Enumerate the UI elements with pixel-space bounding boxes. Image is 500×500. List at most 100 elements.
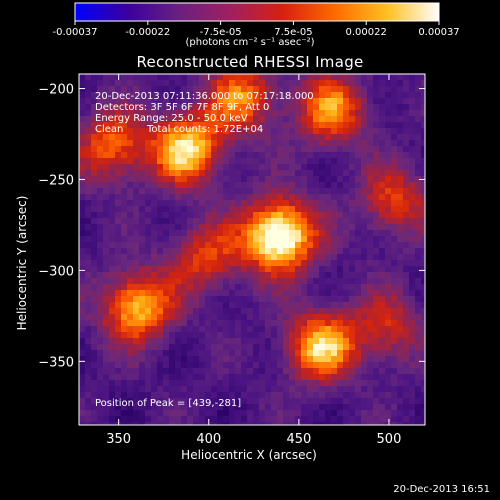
heatmap-cell (163, 248, 169, 254)
heatmap-cell (385, 350, 391, 356)
heatmap-cell (403, 224, 409, 230)
heatmap-cell (79, 416, 85, 422)
heatmap-cell (379, 380, 385, 386)
heatmap-cell (211, 194, 217, 200)
heatmap-cell (115, 146, 121, 152)
heatmap-cell (115, 296, 121, 302)
heatmap-cell (247, 422, 253, 425)
heatmap-cell (373, 224, 379, 230)
heatmap-cell (175, 290, 181, 296)
heatmap-cell (385, 194, 391, 200)
heatmap-cell (211, 206, 217, 212)
heatmap-cell (253, 224, 259, 230)
heatmap-cell (343, 290, 349, 296)
heatmap-cell (349, 356, 355, 362)
heatmap-cell (397, 422, 403, 425)
heatmap-cell (205, 248, 211, 254)
heatmap-cell (259, 158, 265, 164)
heatmap-cell (391, 320, 397, 326)
heatmap-cell (355, 146, 361, 152)
heatmap-cell (223, 356, 229, 362)
heatmap-cell (397, 152, 403, 158)
heatmap-cell (319, 362, 325, 368)
heatmap-cell (97, 128, 103, 134)
heatmap-cell (163, 296, 169, 302)
heatmap-cell (193, 296, 199, 302)
heatmap-cell (301, 152, 307, 158)
heatmap-cell (349, 404, 355, 410)
heatmap-cell (385, 224, 391, 230)
heatmap-cell (379, 320, 385, 326)
heatmap-cell (307, 206, 313, 212)
heatmap-cell (307, 182, 313, 188)
heatmap-cell (361, 314, 367, 320)
heatmap-cell (151, 122, 157, 128)
heatmap-cell (313, 140, 319, 146)
heatmap-cell (151, 302, 157, 308)
heatmap-cell (85, 368, 91, 374)
heatmap-cell (211, 410, 217, 416)
heatmap-cell (355, 284, 361, 290)
heatmap-cell (235, 356, 241, 362)
heatmap-cell (91, 86, 97, 92)
heatmap-cell (331, 230, 337, 236)
heatmap-cell (181, 386, 187, 392)
heatmap-cell (151, 86, 157, 92)
heatmap-cell (181, 128, 187, 134)
heatmap-cell (133, 206, 139, 212)
heatmap-cell (325, 182, 331, 188)
heatmap-cell (199, 338, 205, 344)
heatmap-cell (373, 392, 379, 398)
heatmap-cell (193, 260, 199, 266)
heatmap-cell (331, 284, 337, 290)
heatmap-cell (307, 296, 313, 302)
heatmap-cell (289, 416, 295, 422)
heatmap-cell (331, 380, 337, 386)
heatmap-cell (217, 344, 223, 350)
heatmap-cell (91, 302, 97, 308)
heatmap-cell (109, 182, 115, 188)
heatmap-cell (115, 194, 121, 200)
heatmap-cell (157, 146, 163, 152)
heatmap-cell (223, 344, 229, 350)
heatmap-cell (325, 146, 331, 152)
heatmap-cell (103, 200, 109, 206)
heatmap-cell (235, 134, 241, 140)
heatmap-cell (97, 386, 103, 392)
heatmap-cell (79, 398, 85, 404)
heatmap-cell (241, 224, 247, 230)
heatmap-cell (85, 188, 91, 194)
heatmap-cell (259, 362, 265, 368)
heatmap-cell (265, 146, 271, 152)
heatmap-cell (307, 98, 313, 104)
heatmap-cell (253, 284, 259, 290)
heatmap-cell (103, 260, 109, 266)
heatmap-cell (319, 80, 325, 86)
heatmap-cell (247, 98, 253, 104)
heatmap-cell (289, 266, 295, 272)
heatmap-cell (223, 182, 229, 188)
heatmap-cell (181, 326, 187, 332)
heatmap-cell (361, 188, 367, 194)
heatmap-cell (109, 260, 115, 266)
heatmap-cell (409, 194, 415, 200)
heatmap-cell (97, 122, 103, 128)
heatmap-cell (385, 164, 391, 170)
heatmap-cell (385, 74, 391, 80)
heatmap-cell (85, 386, 91, 392)
heatmap-cell (361, 212, 367, 218)
heatmap-cell (199, 128, 205, 134)
heatmap-cell (289, 164, 295, 170)
heatmap-cell (157, 302, 163, 308)
heatmap-cell (193, 224, 199, 230)
heatmap-cell (325, 368, 331, 374)
heatmap-cell (367, 104, 373, 110)
heatmap-cell (415, 170, 421, 176)
heatmap-cell (361, 182, 367, 188)
heatmap-cell (103, 344, 109, 350)
heatmap-cell (265, 110, 271, 116)
heatmap-cell (97, 266, 103, 272)
heatmap-cell (163, 194, 169, 200)
heatmap-cell (247, 188, 253, 194)
heatmap-cell (295, 404, 301, 410)
